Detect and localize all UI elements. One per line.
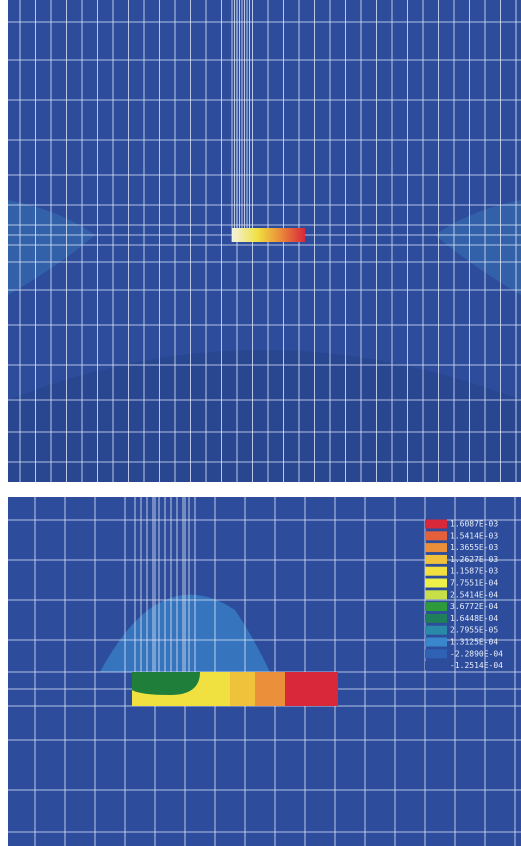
legend-label: 1.1587E-03 bbox=[450, 567, 498, 576]
top-panel bbox=[8, 0, 521, 482]
legend-swatch bbox=[425, 626, 447, 635]
strip-zone bbox=[255, 672, 285, 706]
legend-label: 1.6087E-03 bbox=[450, 520, 498, 529]
legend-swatch bbox=[425, 555, 447, 564]
figure: 1.6087E-03 1.5414E-03 1.3655E-03 1.2627E-03… bbox=[0, 0, 521, 846]
legend-swatch bbox=[425, 531, 447, 540]
legend-swatch bbox=[425, 590, 447, 599]
legend-swatch bbox=[425, 614, 447, 623]
legend-label: 1.2627E-03 bbox=[450, 555, 498, 564]
legend-swatch bbox=[425, 520, 447, 529]
legend-swatch bbox=[425, 567, 447, 576]
strip-zone bbox=[285, 672, 338, 706]
legend-label: 1.6448E-04 bbox=[450, 614, 498, 623]
legend-swatch bbox=[425, 602, 447, 611]
strip bbox=[232, 228, 305, 242]
legend-swatch bbox=[425, 649, 447, 658]
legend-swatch bbox=[425, 543, 447, 552]
legend-label: 2.5414E-04 bbox=[450, 590, 498, 599]
legend-swatch bbox=[425, 661, 447, 670]
legend-swatch bbox=[425, 638, 447, 647]
legend-label: -1.2514E-04 bbox=[450, 661, 503, 670]
legend-swatch bbox=[425, 579, 447, 588]
legend-label: -2.2890E-04 bbox=[450, 649, 503, 658]
legend-label: 1.3125E-04 bbox=[450, 638, 498, 647]
bottom-panel: 1.6087E-03 1.5414E-03 1.3655E-03 1.2627E-03… bbox=[8, 497, 521, 846]
legend-label: 1.3655E-03 bbox=[450, 543, 498, 552]
legend-label: 3.6772E-04 bbox=[450, 602, 498, 611]
legend-label: 1.5414E-03 bbox=[450, 531, 498, 540]
legend-label: 2.7955E-05 bbox=[450, 626, 498, 635]
legend-label: 7.7551E-04 bbox=[450, 579, 498, 588]
